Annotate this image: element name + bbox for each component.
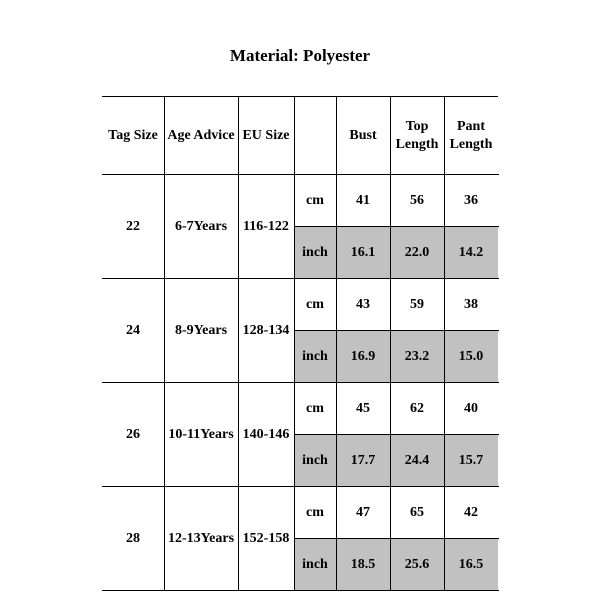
cell-unit: cm [294, 279, 336, 331]
cell-bust: 47 [336, 487, 390, 539]
cell-pant: 14.2 [444, 227, 498, 279]
cell-eu: 128-134 [238, 279, 294, 383]
cell-unit: inch [294, 539, 336, 591]
cell-pant: 36 [444, 175, 498, 227]
cell-unit: inch [294, 435, 336, 487]
cell-unit: cm [294, 487, 336, 539]
cell-pant: 16.5 [444, 539, 498, 591]
cell-age: 6-7Years [164, 175, 238, 279]
col-tag-size: Tag Size [102, 97, 164, 175]
cell-eu: 152-158 [238, 487, 294, 591]
col-eu-size: EU Size [238, 97, 294, 175]
cell-pant: 40 [444, 383, 498, 435]
cell-unit: inch [294, 227, 336, 279]
cell-top: 23.2 [390, 331, 444, 383]
cell-eu: 140-146 [238, 383, 294, 487]
table-row: 2812-13Years152-158cm476542 [102, 487, 498, 539]
cell-top: 56 [390, 175, 444, 227]
cell-tag: 22 [102, 175, 164, 279]
table-row: 226-7Years116-122cm415636 [102, 175, 498, 227]
col-unit [294, 97, 336, 175]
cell-age: 8-9Years [164, 279, 238, 383]
cell-bust: 18.5 [336, 539, 390, 591]
cell-age: 10-11Years [164, 383, 238, 487]
cell-bust: 45 [336, 383, 390, 435]
cell-tag: 26 [102, 383, 164, 487]
cell-bust: 16.9 [336, 331, 390, 383]
col-age-advice: Age Advice [164, 97, 238, 175]
cell-pant: 38 [444, 279, 498, 331]
cell-top: 65 [390, 487, 444, 539]
header-row: Tag Size Age Advice EU Size Bust TopLeng… [102, 97, 498, 175]
cell-bust: 41 [336, 175, 390, 227]
cell-tag: 24 [102, 279, 164, 383]
cell-unit: cm [294, 383, 336, 435]
cell-bust: 16.1 [336, 227, 390, 279]
page-title: Material: Polyester [0, 0, 600, 96]
cell-age: 12-13Years [164, 487, 238, 591]
cell-top: 62 [390, 383, 444, 435]
cell-eu: 116-122 [238, 175, 294, 279]
table-row: 248-9Years128-134cm435938 [102, 279, 498, 331]
size-chart-table: Tag Size Age Advice EU Size Bust TopLeng… [102, 96, 499, 591]
cell-bust: 17.7 [336, 435, 390, 487]
cell-bust: 43 [336, 279, 390, 331]
cell-top: 59 [390, 279, 444, 331]
cell-unit: cm [294, 175, 336, 227]
col-bust: Bust [336, 97, 390, 175]
table-row: 2610-11Years140-146cm456240 [102, 383, 498, 435]
cell-unit: inch [294, 331, 336, 383]
col-pant-length: PantLength [444, 97, 498, 175]
cell-top: 22.0 [390, 227, 444, 279]
cell-tag: 28 [102, 487, 164, 591]
col-top-length: TopLength [390, 97, 444, 175]
cell-pant: 15.0 [444, 331, 498, 383]
cell-top: 25.6 [390, 539, 444, 591]
cell-pant: 42 [444, 487, 498, 539]
cell-pant: 15.7 [444, 435, 498, 487]
cell-top: 24.4 [390, 435, 444, 487]
